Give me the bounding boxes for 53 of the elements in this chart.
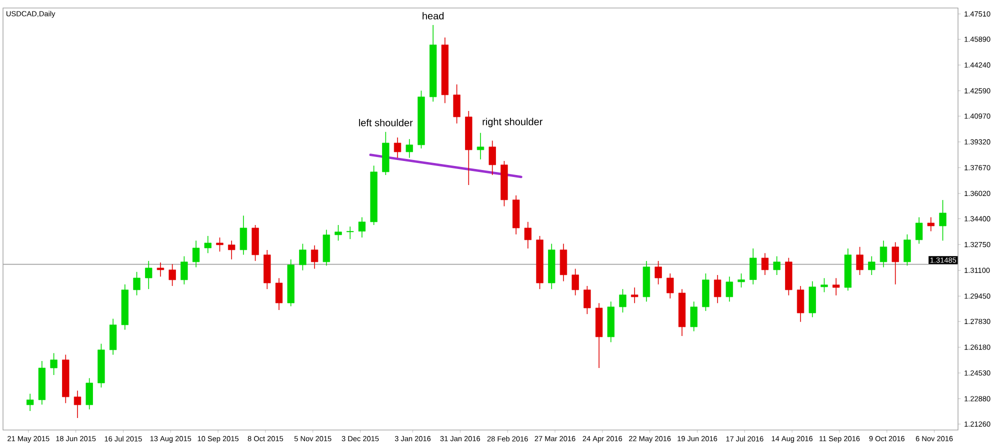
candlestick (358, 216, 366, 238)
candlestick (86, 378, 93, 410)
candlestick (275, 278, 283, 310)
annotation: right shoulder (482, 118, 543, 128)
candlestick (796, 286, 804, 322)
candlestick (476, 132, 484, 160)
candlestick (690, 301, 698, 332)
candlestick (334, 224, 342, 242)
candlestick (927, 216, 935, 232)
candlestick (619, 288, 626, 313)
annotation: head (422, 12, 444, 20)
candlestick (216, 237, 224, 252)
candlestick (868, 256, 876, 276)
candlestick (584, 286, 591, 314)
candlestick (133, 271, 140, 296)
candlestick (524, 221, 532, 249)
candlestick (488, 140, 496, 176)
candlestick (394, 137, 402, 158)
candlestick (773, 256, 780, 276)
candlestick (74, 390, 82, 418)
candlestick (453, 84, 460, 124)
candlestick (666, 273, 674, 299)
candlestick (406, 138, 413, 158)
candlestick (631, 287, 638, 304)
candlestick (761, 252, 769, 276)
candlestick (346, 226, 354, 240)
candlestick (168, 264, 176, 286)
candlestick (299, 243, 306, 271)
candlestick (892, 242, 899, 285)
candlestick (738, 273, 745, 288)
candlestick (50, 352, 58, 376)
candlestick (572, 268, 579, 296)
candlestick (726, 276, 733, 302)
candlestick (240, 215, 248, 256)
annotation: left shoulder (359, 118, 413, 126)
candlestick (180, 256, 188, 285)
candlestick (145, 260, 152, 290)
candlestick (654, 260, 662, 285)
candlestick (156, 262, 164, 277)
candlestick (832, 278, 840, 296)
candlestick (904, 234, 911, 266)
candlestick (750, 248, 757, 285)
candlestick (856, 246, 864, 276)
candlestick (26, 393, 34, 412)
candlestick (820, 278, 828, 293)
candlestick (880, 240, 888, 268)
candlestick (310, 244, 318, 270)
candlestick (192, 240, 200, 268)
candlestick (915, 216, 923, 244)
candlestick (714, 274, 722, 304)
candlestick (939, 200, 946, 242)
candlestick (228, 240, 236, 260)
candlestick (204, 236, 212, 254)
